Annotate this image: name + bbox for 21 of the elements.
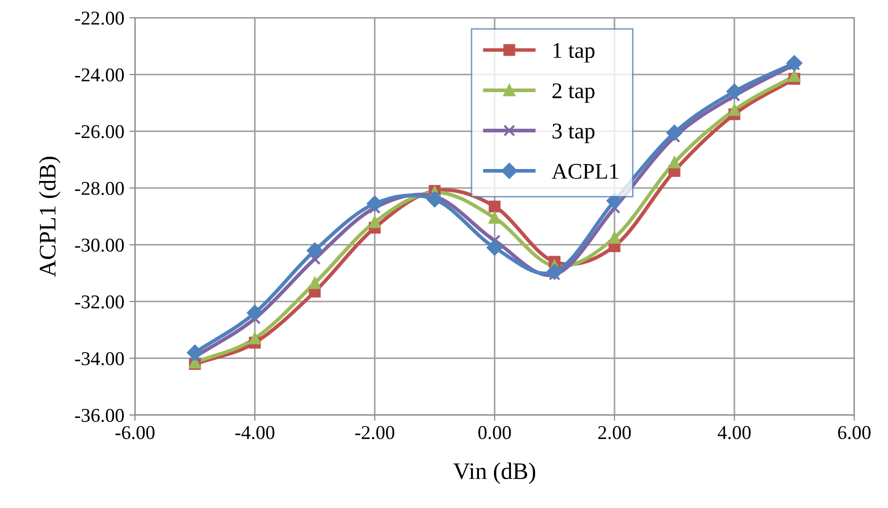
- y-tick-label: -26.00: [75, 125, 124, 138]
- y-tick-label: -32.00: [75, 295, 124, 309]
- x-tick-label: 2.00: [598, 426, 631, 440]
- legend-label: ACPL1: [552, 164, 618, 179]
- y-tick-label: -30.00: [75, 238, 124, 252]
- legend-label: 2 tap: [552, 83, 594, 103]
- x-tick-label: 6.00: [838, 426, 871, 440]
- x-tick-label: -2.00: [355, 426, 394, 440]
- legend-label: 3 tap: [552, 124, 594, 144]
- y-tick-label: -24.00: [75, 68, 124, 82]
- x-tick-label: 0.00: [478, 426, 511, 440]
- y-axis-title: ACPL1 (dB): [39, 156, 60, 277]
- x-tick-label: -6.00: [115, 426, 154, 440]
- y-tick-label: -34.00: [75, 352, 124, 366]
- x-axis-title: Vin (dB): [453, 462, 536, 484]
- legend-label: 1 tap: [553, 43, 594, 63]
- y-tick-label: -36.00: [75, 408, 124, 422]
- x-tick-label: 4.00: [718, 426, 751, 440]
- x-tick-label: -4.00: [235, 426, 274, 440]
- y-tick-label: -22.00: [75, 12, 124, 25]
- y-tick-label: -28.00: [75, 182, 124, 196]
